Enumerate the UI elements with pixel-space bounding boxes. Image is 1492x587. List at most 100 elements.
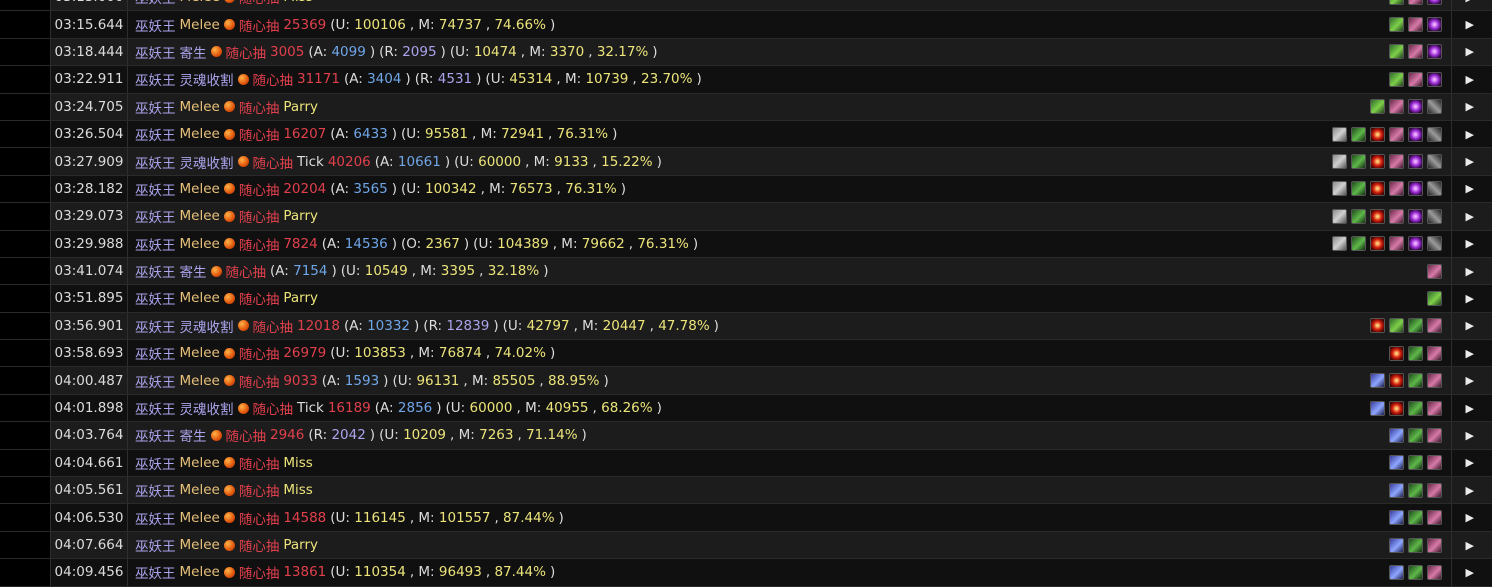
nature-icon[interactable] bbox=[1427, 290, 1442, 306]
leaf-icon[interactable] bbox=[1351, 181, 1366, 197]
leaf-icon[interactable] bbox=[1408, 318, 1423, 334]
expand-arrow-icon[interactable]: ▶ bbox=[1465, 483, 1474, 497]
ability-name[interactable]: Melee bbox=[179, 345, 220, 362]
source-name[interactable]: 巫妖王 bbox=[135, 402, 176, 419]
leaf-icon[interactable] bbox=[1351, 126, 1366, 142]
void-icon[interactable] bbox=[1408, 154, 1423, 170]
leaf-icon[interactable] bbox=[1408, 373, 1423, 389]
log-row[interactable]: 04:04.661 巫妖王 Melee 随心抽 Miss ▶ bbox=[0, 449, 1492, 478]
log-row[interactable]: 04:05.561 巫妖王 Melee 随心抽 Miss ▶ bbox=[0, 477, 1492, 505]
source-name[interactable]: 巫妖王 bbox=[135, 73, 176, 90]
ability-name[interactable]: Melee bbox=[179, 564, 220, 581]
expand-arrow-icon[interactable]: ▶ bbox=[1465, 456, 1474, 470]
source-name[interactable]: 巫妖王 bbox=[135, 566, 176, 583]
leaf-icon[interactable] bbox=[1351, 208, 1366, 224]
ability-name[interactable]: Melee bbox=[179, 208, 220, 225]
expand-arrow-icon[interactable]: ▶ bbox=[1465, 346, 1474, 360]
target-name[interactable]: 随心抽 bbox=[238, 566, 280, 583]
source-name[interactable]: 巫妖王 bbox=[135, 511, 176, 528]
arrow-icon[interactable] bbox=[1427, 564, 1442, 580]
void-icon[interactable] bbox=[1408, 99, 1423, 115]
source-name[interactable]: 巫妖王 bbox=[135, 484, 176, 501]
arrow-icon[interactable] bbox=[1427, 345, 1442, 361]
arrow-icon[interactable] bbox=[1427, 263, 1442, 279]
frost-icon[interactable] bbox=[1389, 482, 1404, 498]
frost-icon[interactable] bbox=[1370, 373, 1385, 389]
dagger-icon[interactable] bbox=[1427, 208, 1442, 224]
expand-arrow-icon[interactable]: ▶ bbox=[1465, 155, 1474, 169]
arrow-icon[interactable] bbox=[1427, 318, 1442, 334]
expand-arrow-icon[interactable]: ▶ bbox=[1465, 72, 1474, 86]
log-row[interactable]: 03:15.644 巫妖王 Melee 随心抽 25369 (U: 100106, M: … bbox=[0, 11, 1492, 39]
source-name[interactable]: 巫妖王 bbox=[135, 210, 176, 227]
expand-arrow-icon[interactable]: ▶ bbox=[1465, 209, 1474, 223]
leaf-icon[interactable] bbox=[1408, 537, 1423, 553]
fire-icon[interactable] bbox=[1389, 345, 1404, 361]
target-name[interactable]: 随心抽 bbox=[252, 402, 294, 419]
expand-arrow-icon[interactable]: ▶ bbox=[1465, 401, 1474, 415]
log-row[interactable]: 03:18.444 巫妖王 寄生 随心抽 3005 (A: 4099) (R: 2095)(… bbox=[0, 38, 1492, 67]
arrow-icon[interactable] bbox=[1389, 99, 1404, 115]
expand-arrow-icon[interactable]: ▶ bbox=[1465, 565, 1474, 579]
nature-icon[interactable] bbox=[1389, 318, 1404, 334]
ability-name[interactable]: 灵魂收割 bbox=[179, 319, 234, 336]
ability-name[interactable]: 灵魂收割 bbox=[179, 402, 234, 419]
frost-icon[interactable] bbox=[1389, 455, 1404, 471]
dagger-icon[interactable] bbox=[1427, 154, 1442, 170]
target-name[interactable]: 随心抽 bbox=[238, 210, 280, 227]
fire-icon[interactable] bbox=[1389, 373, 1404, 389]
expand-arrow-icon[interactable]: ▶ bbox=[1465, 237, 1474, 251]
leaf-icon[interactable] bbox=[1408, 564, 1423, 580]
ability-name[interactable]: Melee bbox=[179, 537, 220, 553]
target-name[interactable]: 随心抽 bbox=[238, 18, 280, 35]
fire-icon[interactable] bbox=[1370, 318, 1385, 334]
target-name[interactable]: 随心抽 bbox=[238, 374, 280, 391]
source-name[interactable]: 巫妖王 bbox=[135, 45, 176, 62]
source-name[interactable]: 巫妖王 bbox=[135, 128, 176, 145]
target-name[interactable]: 随心抽 bbox=[252, 73, 294, 90]
log-row[interactable]: 03:26.504 巫妖王 Melee 随心抽 16207 (A: 6433) (U: 95… bbox=[0, 120, 1492, 149]
expand-arrow-icon[interactable]: ▶ bbox=[1465, 319, 1474, 333]
log-row[interactable]: 04:09.456 巫妖王 Melee 随心抽 13861 (U: 110354, M: … bbox=[0, 559, 1492, 587]
nature-icon[interactable] bbox=[1389, 0, 1404, 5]
arrow-icon[interactable] bbox=[1408, 0, 1423, 5]
arrow-icon[interactable] bbox=[1389, 126, 1404, 142]
ability-name[interactable]: Melee bbox=[179, 454, 220, 471]
expand-arrow-icon[interactable]: ▶ bbox=[1465, 127, 1474, 141]
ability-name[interactable]: Melee bbox=[179, 180, 220, 197]
ability-name[interactable]: 寄生 bbox=[179, 45, 207, 62]
source-name[interactable]: 巫妖王 bbox=[135, 155, 176, 172]
dagger-icon[interactable] bbox=[1427, 181, 1442, 197]
target-name[interactable]: 随心抽 bbox=[225, 45, 267, 62]
log-row[interactable]: 03:29.988 巫妖王 Melee 随心抽 7824 (A: 14536) (O: 23… bbox=[0, 230, 1492, 258]
void-icon[interactable] bbox=[1427, 44, 1442, 60]
ability-name[interactable]: 灵魂收割 bbox=[179, 155, 234, 172]
ability-name[interactable]: Melee bbox=[179, 126, 220, 143]
frost-icon[interactable] bbox=[1389, 537, 1404, 553]
stone-icon[interactable] bbox=[1332, 236, 1347, 252]
frost-icon[interactable] bbox=[1389, 427, 1404, 443]
leaf-icon[interactable] bbox=[1408, 427, 1423, 443]
log-row[interactable]: 04:03.764 巫妖王 寄生 随心抽 2946 (R: 2042) (U: 10209,… bbox=[0, 422, 1492, 450]
source-name[interactable]: 巫妖王 bbox=[135, 182, 176, 199]
void-icon[interactable] bbox=[1427, 17, 1442, 33]
ability-name[interactable]: Melee bbox=[179, 16, 220, 33]
frost-icon[interactable] bbox=[1389, 564, 1404, 580]
leaf-icon[interactable] bbox=[1351, 154, 1366, 170]
void-icon[interactable] bbox=[1427, 0, 1442, 5]
dagger-icon[interactable] bbox=[1427, 99, 1442, 115]
leaf-icon[interactable] bbox=[1408, 455, 1423, 471]
arrow-icon[interactable] bbox=[1427, 455, 1442, 471]
nature-icon[interactable] bbox=[1389, 71, 1404, 87]
nature-icon[interactable] bbox=[1389, 17, 1404, 33]
source-name[interactable]: 巫妖王 bbox=[135, 265, 176, 282]
fire-icon[interactable] bbox=[1370, 181, 1385, 197]
target-name[interactable]: 随心抽 bbox=[238, 237, 280, 254]
target-name[interactable]: 随心抽 bbox=[225, 265, 267, 282]
target-name[interactable]: 随心抽 bbox=[238, 100, 280, 117]
fire-icon[interactable] bbox=[1389, 400, 1404, 416]
void-icon[interactable] bbox=[1408, 181, 1423, 197]
dagger-icon[interactable] bbox=[1427, 236, 1442, 252]
ability-name[interactable]: Melee bbox=[179, 372, 220, 389]
